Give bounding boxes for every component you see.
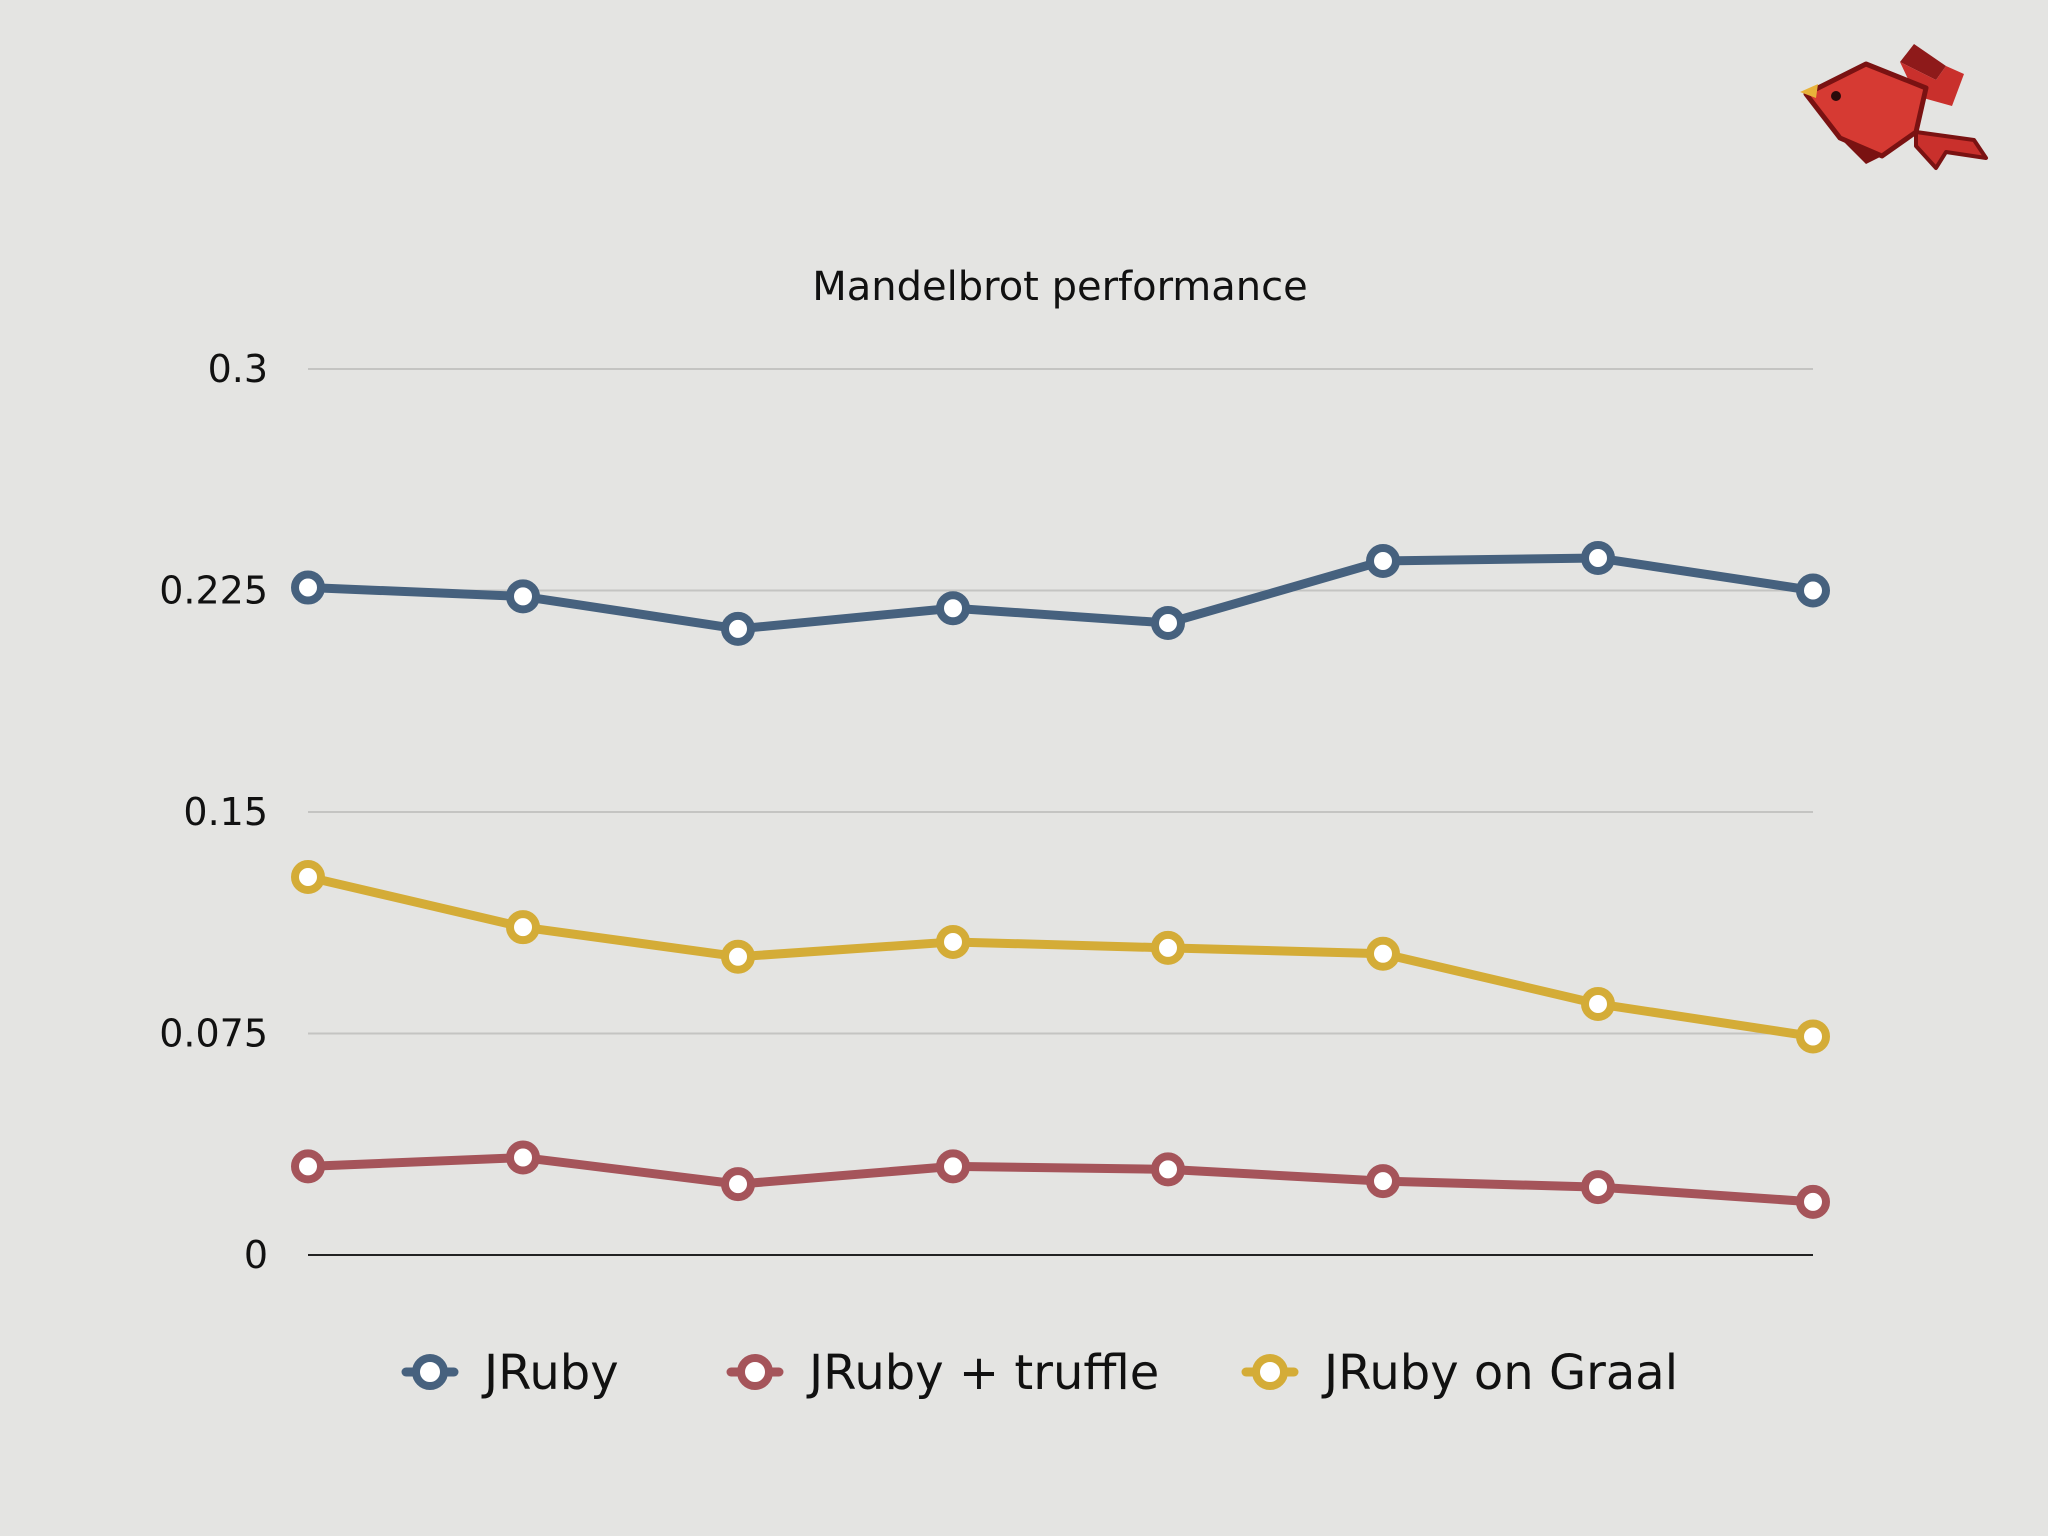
data-point [1151, 930, 1185, 965]
series [291, 541, 1830, 1219]
data-point [1366, 936, 1400, 971]
chart-title: Mandelbrot performance [812, 264, 1308, 310]
data-point [1366, 1164, 1400, 1199]
data-point [506, 579, 540, 614]
data-point [291, 1149, 325, 1184]
legend-marker [1252, 1354, 1288, 1390]
gridlines [308, 368, 1813, 1256]
data-point [1581, 986, 1615, 1021]
data-point [506, 910, 540, 945]
data-point [936, 924, 970, 959]
legend-label: JRuby [481, 1345, 619, 1401]
series-line [303, 553, 1818, 634]
data-point [506, 1140, 540, 1175]
legend-marker [412, 1354, 448, 1390]
data-point [1581, 1170, 1615, 1205]
data-point [936, 591, 970, 626]
y-tick-label: 0.075 [159, 1012, 268, 1056]
data-point [291, 859, 325, 894]
series-0 [291, 541, 1830, 646]
data-point [936, 1149, 970, 1184]
data-point [1796, 1184, 1830, 1219]
data-point [721, 611, 755, 646]
data-point [1796, 573, 1830, 608]
y-tick-label: 0.3 [208, 347, 268, 391]
data-point [1151, 1152, 1185, 1187]
series-1 [291, 1140, 1830, 1219]
legend: JRuby JRuby + truffle JRuby on Graal [401, 1345, 1678, 1401]
data-point [1366, 543, 1400, 578]
data-point [291, 570, 325, 605]
y-tick-label: 0.225 [159, 569, 268, 613]
series-line [303, 1153, 1818, 1207]
data-point [721, 939, 755, 974]
y-tick-label: 0 [244, 1233, 268, 1277]
red-bird-logo-icon [1800, 44, 1988, 170]
legend-item: JRuby [401, 1345, 619, 1401]
data-point [1151, 605, 1185, 640]
legend-marker [737, 1354, 773, 1390]
legend-label: JRuby + truffle [806, 1345, 1159, 1401]
legend-item: JRuby on Graal [1241, 1345, 1678, 1401]
series-2 [291, 859, 1830, 1054]
legend-item: JRuby + truffle [726, 1345, 1159, 1401]
data-point [721, 1167, 755, 1202]
y-tick-label: 0.15 [183, 790, 268, 834]
data-point [1796, 1019, 1830, 1054]
legend-label: JRuby on Graal [1321, 1345, 1678, 1401]
y-axis-ticks: 0 0.075 0.15 0.225 0.3 [159, 347, 268, 1277]
series-line [303, 872, 1818, 1041]
data-point [1581, 541, 1615, 576]
